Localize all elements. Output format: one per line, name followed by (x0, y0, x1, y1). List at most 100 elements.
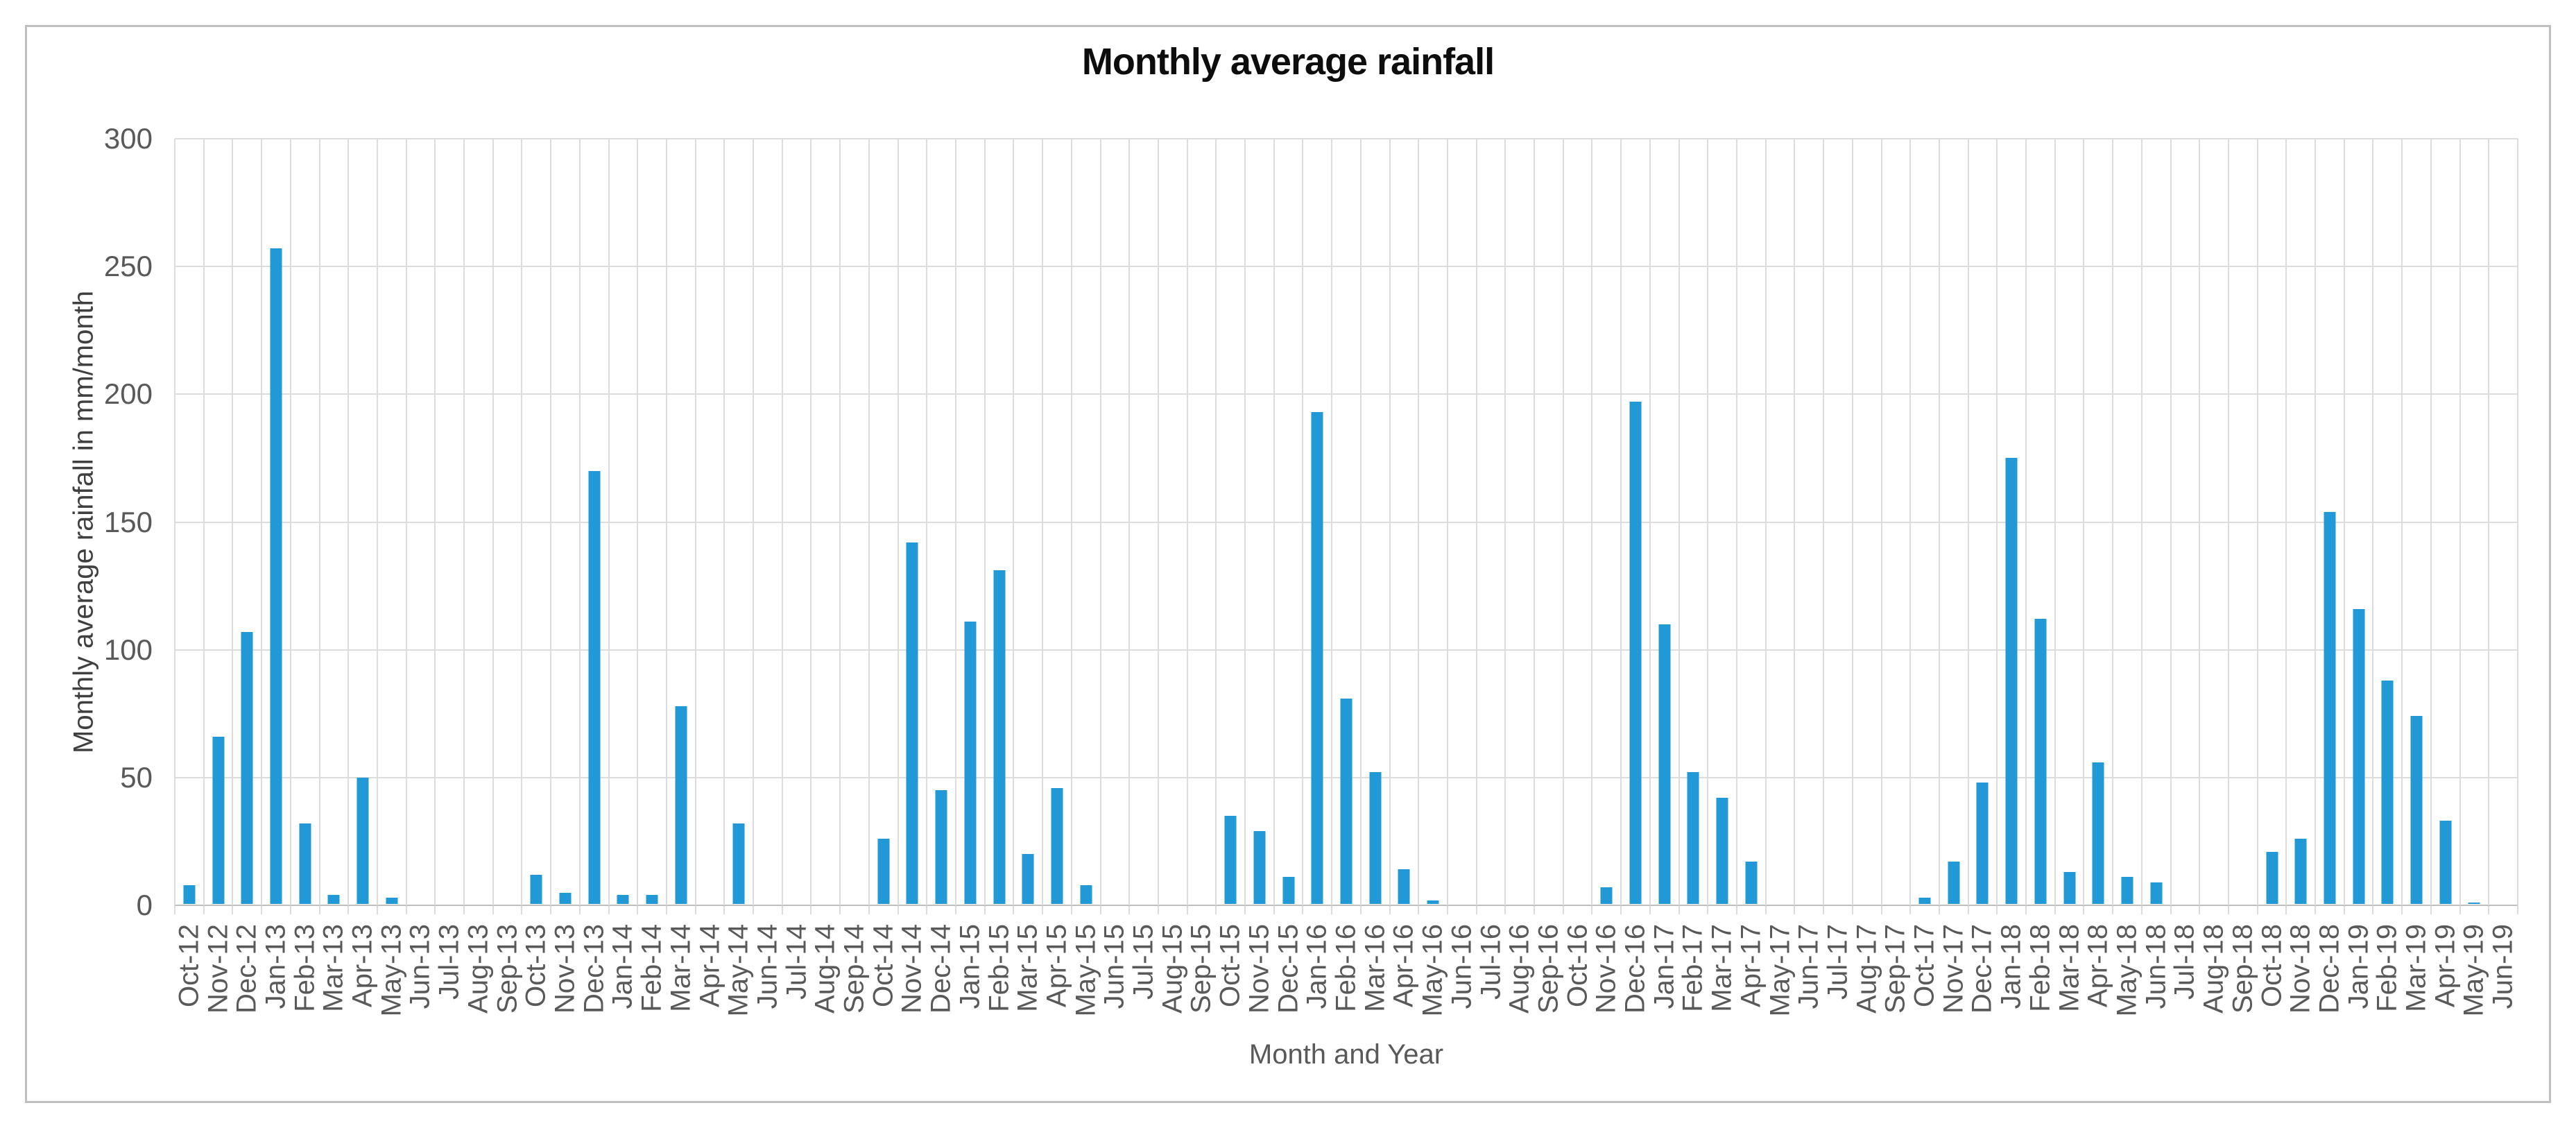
x-tick-label: May-18 (2111, 924, 2143, 1017)
vertical-gridline (1707, 139, 1709, 905)
x-tick-label: Nov-14 (896, 924, 927, 1014)
x-axis-tick (1128, 905, 1131, 914)
vertical-gridline (289, 139, 291, 905)
vertical-gridline (376, 139, 378, 905)
bar-May-16 (1427, 900, 1439, 904)
vertical-gridline (753, 139, 755, 905)
bar-Apr-17 (1745, 862, 1758, 904)
bar-Dec-16 (1629, 402, 1642, 904)
vertical-gridline (1389, 139, 1391, 905)
x-axis-tick (753, 905, 755, 914)
x-axis-tick (1446, 905, 1448, 914)
x-tick-label: Mar-14 (665, 924, 696, 1012)
x-tick-label: Aug-18 (2198, 924, 2229, 1014)
x-tick-label: May-14 (723, 924, 754, 1017)
x-tick-label: Dec-18 (2314, 924, 2345, 1014)
x-tick-label: Jul-15 (1128, 924, 1159, 1000)
vertical-gridline (1186, 139, 1188, 905)
vertical-gridline (347, 139, 350, 905)
x-axis-tick (1967, 905, 1969, 914)
bar-Jan-16 (1311, 412, 1323, 904)
bar-Apr-13 (357, 777, 369, 904)
vertical-gridline (521, 139, 523, 905)
y-tick-label: 200 (103, 377, 153, 411)
x-axis-tick (1359, 905, 1362, 914)
bar-Oct-14 (877, 839, 890, 904)
x-axis-tick (1649, 905, 1651, 914)
x-tick-label: Nov-18 (2285, 924, 2316, 1014)
x-tick-label: Apr-18 (2082, 924, 2113, 1008)
vertical-gridline (839, 139, 841, 905)
bar-Feb-16 (1340, 698, 1353, 904)
x-axis-tick (521, 905, 523, 914)
x-axis-tick (810, 905, 812, 914)
x-axis-tick (1389, 905, 1391, 914)
vertical-gridline (405, 139, 407, 905)
x-tick-label: Apr-19 (2430, 924, 2461, 1008)
vertical-gridline (2343, 139, 2345, 905)
vertical-gridline (1013, 139, 1015, 905)
vertical-gridline (1735, 139, 1737, 905)
x-axis-tick (492, 905, 494, 914)
vertical-gridline (434, 139, 436, 905)
x-tick-label: Jul-18 (2169, 924, 2200, 1000)
x-axis-tick (550, 905, 552, 914)
x-axis-tick (2170, 905, 2172, 914)
x-axis-tick (2430, 905, 2432, 914)
x-axis-tick (1851, 905, 1853, 914)
x-tick-label: Jun-19 (2487, 924, 2518, 1009)
x-tick-label: Jun-13 (404, 924, 436, 1009)
chart-border (25, 25, 2551, 1103)
vertical-gridline (2256, 139, 2258, 905)
vertical-gridline (2170, 139, 2172, 905)
vertical-gridline (1302, 139, 1304, 905)
x-axis-tick (347, 905, 350, 914)
chart-title: Monthly average rainfall (1081, 41, 1495, 83)
vertical-gridline (578, 139, 581, 905)
x-axis-tick (2372, 905, 2374, 914)
bar-Jan-14 (617, 895, 629, 904)
x-axis-tick (578, 905, 581, 914)
x-tick-label: Feb-15 (984, 924, 1015, 1012)
vertical-gridline (463, 139, 465, 905)
x-axis-tick (1909, 905, 1912, 914)
x-tick-label: Apr-16 (1388, 924, 1419, 1008)
x-tick-label: May-19 (2458, 924, 2489, 1017)
bar-Nov-12 (212, 736, 225, 904)
x-axis-tick (781, 905, 783, 914)
x-axis-tick (1534, 905, 1536, 914)
vertical-gridline (2140, 139, 2143, 905)
vertical-gridline (1534, 139, 1536, 905)
vertical-gridline (318, 139, 320, 905)
bar-Nov-13 (559, 892, 572, 904)
x-tick-label: Dec-15 (1273, 924, 1304, 1014)
bar-Feb-17 (1687, 772, 1699, 904)
x-tick-label: Feb-18 (2025, 924, 2056, 1012)
x-tick-label: Mar-16 (1359, 924, 1391, 1012)
bar-Apr-19 (2439, 821, 2452, 904)
vertical-gridline (1967, 139, 1969, 905)
x-axis-tick (2256, 905, 2258, 914)
vertical-gridline (174, 139, 175, 905)
vertical-gridline (665, 139, 667, 905)
x-axis-tick (2517, 905, 2518, 914)
bar-Feb-19 (2381, 680, 2394, 904)
horizontal-gridline (175, 138, 2518, 139)
x-axis-tick (723, 905, 725, 914)
y-tick-label: 100 (103, 633, 153, 666)
vertical-gridline (1880, 139, 1882, 905)
x-tick-label: Jan-14 (607, 924, 638, 1009)
x-tick-label: Mar-18 (2054, 924, 2085, 1012)
x-tick-label: Aug-17 (1851, 924, 1882, 1014)
x-axis-tick (954, 905, 956, 914)
x-axis-tick (1678, 905, 1680, 914)
vertical-gridline (261, 139, 263, 905)
x-tick-label: Jan-19 (2343, 924, 2374, 1009)
x-tick-label: Dec-13 (578, 924, 610, 1014)
x-axis-tick (2112, 905, 2114, 914)
x-axis-tick (1475, 905, 1477, 914)
horizontal-gridline (175, 649, 2518, 651)
x-axis-line (175, 905, 2518, 906)
x-axis-tick (1157, 905, 1159, 914)
